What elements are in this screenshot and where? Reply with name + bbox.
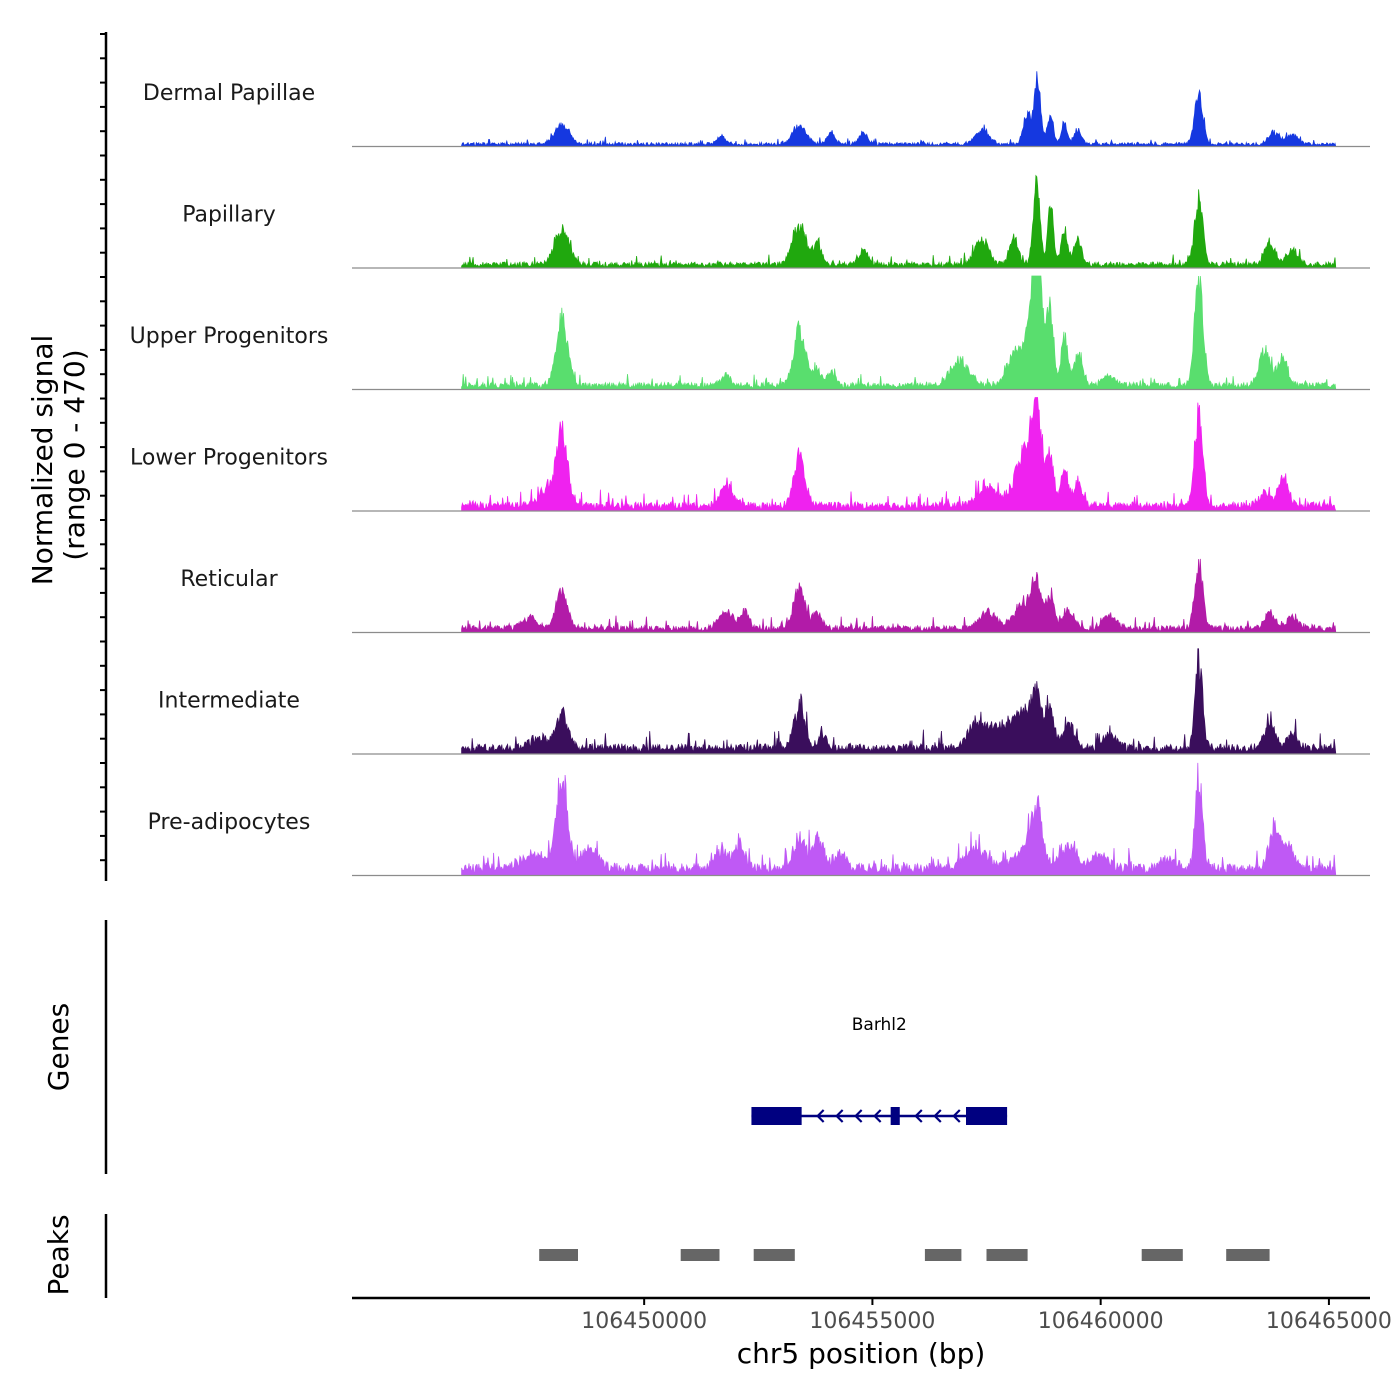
peak-region: [986, 1249, 1028, 1261]
x-axis-title: chr5 position (bp): [737, 1337, 986, 1370]
gene-exon: [890, 1107, 900, 1125]
coverage-y-ticks: [100, 33, 106, 862]
peak-region: [1226, 1249, 1270, 1261]
track-label: Upper Progenitors: [130, 324, 329, 349]
peak-region: [680, 1249, 720, 1261]
peak-region: [753, 1249, 795, 1261]
x-axis-ticks: 106450000 106455000 106460000 106465000: [581, 1298, 1392, 1334]
track-pre-adipocytes: Pre-adipocytes: [148, 762, 1370, 877]
coverage-y-title-range: (range 0 - 470): [58, 349, 91, 560]
x-tick-label: 106450000: [581, 1309, 707, 1334]
gene-name-label: Barhl2: [852, 1015, 907, 1035]
strand-arrow: [816, 1109, 825, 1123]
track-papillary: Papillary: [182, 174, 1370, 269]
coverage-y-title: Normalized signal: [26, 335, 59, 586]
track-lower-progenitors: Lower Progenitors: [130, 397, 1370, 512]
track-signal-area: [461, 275, 1337, 390]
track-signal-area: [461, 71, 1337, 148]
x-tick-label: 106465000: [1266, 1309, 1392, 1334]
strand-arrow: [835, 1109, 844, 1123]
strand-arrow: [873, 1109, 882, 1123]
track-signal-area: [461, 174, 1337, 269]
gene-exon: [751, 1107, 802, 1125]
track-intermediate: Intermediate: [158, 648, 1370, 755]
track-signal-area: [461, 397, 1337, 512]
strand-arrow: [854, 1109, 863, 1123]
peak-region: [539, 1249, 578, 1261]
strand-arrow: [952, 1109, 961, 1123]
signal-tracks: Dermal Papillae Papillary Upper Progenitor…: [130, 71, 1370, 877]
track-label: Pre-adipocytes: [148, 810, 311, 835]
peak-region: [924, 1249, 962, 1261]
track-signal-area: [461, 762, 1337, 876]
track-reticular: Reticular: [180, 558, 1370, 634]
track-label: Dermal Papillae: [143, 81, 315, 106]
track-signal-area: [461, 648, 1337, 755]
peaks-track: [539, 1249, 1270, 1261]
gene-exon: [965, 1107, 1008, 1125]
x-tick-label: 106460000: [1038, 1309, 1164, 1334]
x-tick-label: 106455000: [809, 1309, 935, 1334]
track-dermal-papillae: Dermal Papillae: [143, 71, 1370, 148]
peaks-track-title: Peaks: [42, 1214, 75, 1295]
track-signal-area: [461, 558, 1337, 633]
genes-track-title: Genes: [42, 1003, 75, 1091]
strand-arrow: [914, 1109, 923, 1123]
strand-arrow: [933, 1109, 942, 1123]
track-label: Intermediate: [158, 689, 300, 714]
coverage-y-axis: [100, 32, 108, 881]
track-upper-progenitors: Upper Progenitors: [130, 275, 1370, 391]
peak-region: [1141, 1249, 1183, 1261]
genes-track: Barhl2: [751, 1015, 1008, 1125]
track-label: Reticular: [180, 567, 278, 592]
track-label: Papillary: [182, 203, 276, 228]
track-label: Lower Progenitors: [130, 446, 328, 471]
